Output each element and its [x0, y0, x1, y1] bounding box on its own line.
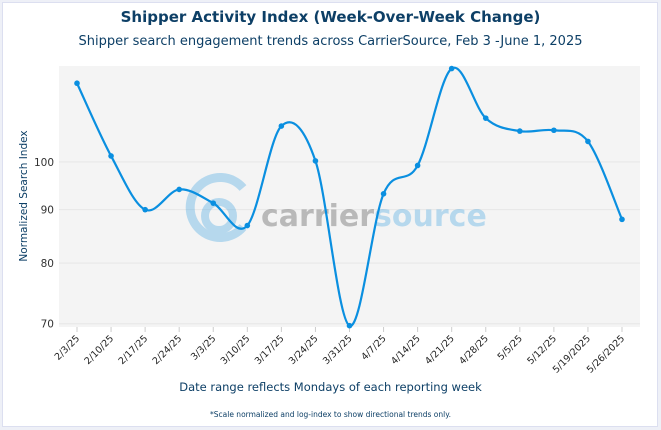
y-tick-label: 100 [34, 157, 54, 169]
x-tick-label: 5/5/25 [496, 333, 525, 362]
data-point [619, 216, 625, 223]
x-tick-label: 4/28/25 [457, 333, 491, 367]
data-point [517, 128, 523, 134]
data-point [176, 186, 182, 193]
watermark-logo: carriersource [185, 173, 487, 242]
data-point [108, 153, 114, 159]
x-tick-label: 3/17/25 [253, 333, 287, 367]
chart-title: Shipper Activity Index (Week-Over-Week C… [120, 8, 541, 26]
y-tick-label: 70 [41, 319, 54, 331]
data-point [312, 158, 319, 164]
x-tick-label: 2/24/25 [151, 333, 185, 367]
x-tick-label: 3/31/25 [321, 333, 355, 367]
data-point [585, 138, 591, 145]
data-point [142, 206, 148, 213]
data-point [551, 127, 557, 134]
data-point [346, 322, 353, 329]
x-tick-label: 2/3/25 [53, 333, 82, 362]
data-point [448, 65, 455, 72]
x-tick-label: 2/17/25 [117, 333, 151, 367]
y-axis-label: Normalized Search Index [18, 130, 30, 261]
y-tick-label: 90 [41, 205, 54, 217]
x-tick-label: 4/14/25 [389, 333, 423, 367]
data-point [482, 115, 489, 121]
x-tick-label: 4/21/25 [423, 333, 457, 367]
data-point [74, 80, 80, 87]
x-axis-label: Date range reflects Mondays of each repo… [179, 380, 482, 394]
x-tick-label: 4/7/25 [359, 333, 388, 362]
x-tick-label: 3/3/25 [189, 333, 218, 362]
data-point [380, 190, 387, 197]
data-point [414, 162, 421, 169]
svg-text:carriersource: carriersource [261, 199, 487, 234]
data-point [244, 222, 251, 229]
footnote: *Scale normalized and log-index to show … [210, 410, 451, 419]
plot-area [59, 66, 640, 327]
chart-subtitle: Shipper search engagement trends across … [78, 34, 583, 49]
y-tick-label: 80 [41, 258, 54, 270]
x-tick-label: 5/12/25 [525, 333, 559, 367]
data-point [210, 200, 217, 206]
data-point [278, 123, 285, 129]
x-tick-label: 3/10/25 [219, 333, 253, 367]
x-tick-label: 2/10/25 [83, 333, 117, 367]
x-tick-label: 3/24/25 [287, 333, 321, 367]
